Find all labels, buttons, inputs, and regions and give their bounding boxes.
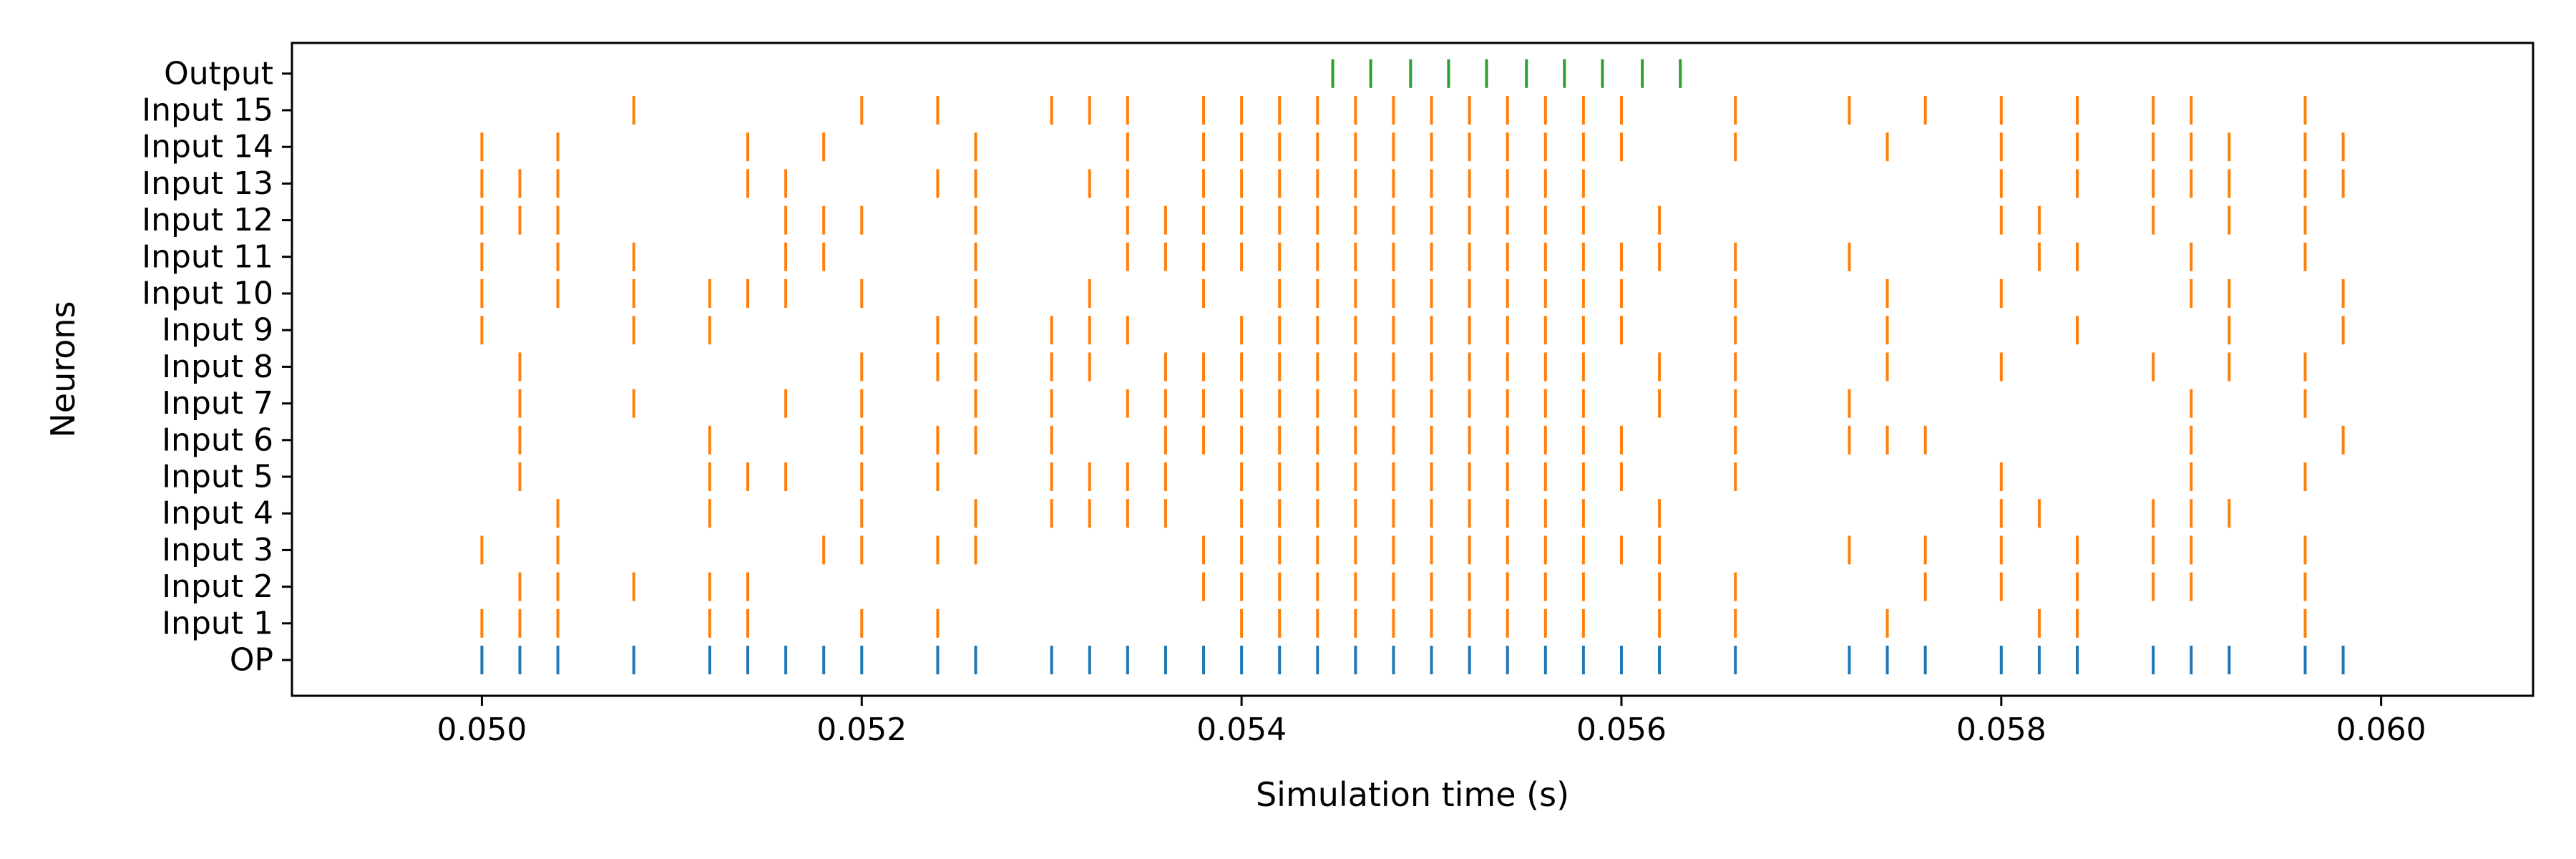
y-tick-label-input-6: Input 6: [162, 422, 273, 458]
y-tick-label-input-8: Input 8: [162, 349, 273, 385]
spike-row-input-3: [480, 535, 2307, 565]
spike-row-op: [480, 646, 2345, 674]
spike-row-input-5: [518, 462, 2307, 491]
x-tick-label-1: 0.052: [816, 712, 907, 748]
y-tick-label-input-13: Input 13: [142, 165, 273, 202]
spike-row-input-10: [480, 279, 2345, 308]
spike-row-input-13: [480, 169, 2345, 198]
x-tick-label-3: 0.056: [1576, 712, 1667, 748]
y-tick-label-input-3: Input 3: [162, 532, 273, 568]
spike-row-input-8: [518, 352, 2307, 382]
y-tick-label-output: Output: [164, 55, 273, 92]
y-tick-label-input-5: Input 5: [162, 459, 273, 495]
y-tick-label-input-15: Input 15: [142, 92, 273, 129]
y-tick-label-input-10: Input 10: [142, 276, 273, 312]
plot-frame: [291, 42, 2534, 697]
x-tick-labels: 0.050 0.052 0.054 0.056 0.058 0.060: [436, 712, 2426, 748]
x-tick-marks: [480, 696, 2383, 706]
spike-row-output: [1331, 59, 1682, 88]
spike-row-input-6: [518, 425, 2345, 455]
y-axis-label: Neurons: [44, 301, 82, 437]
spike-row-input-11: [480, 242, 2307, 271]
y-tick-label-input-11: Input 11: [142, 238, 273, 275]
x-axis-label: Simulation time (s): [1256, 775, 1569, 814]
y-tick-label-input-9: Input 9: [162, 312, 273, 349]
spike-row-input-2: [518, 572, 2307, 601]
spike-row-input-7: [518, 389, 2307, 418]
x-tick-label-0: 0.050: [436, 712, 527, 748]
x-tick-label-2: 0.054: [1196, 712, 1287, 748]
spike-row-input-14: [480, 132, 2345, 162]
spike-row-input-9: [480, 316, 2345, 345]
x-tick-label-4: 0.058: [1956, 712, 2046, 748]
y-tick-label-input-12: Input 12: [142, 202, 273, 238]
y-tick-label-input-14: Input 14: [142, 129, 273, 165]
spike-row-input-4: [556, 499, 2231, 528]
spike-marks: [480, 59, 2345, 674]
spike-row-input-15: [632, 96, 2307, 125]
y-tick-label-input-4: Input 4: [162, 495, 273, 532]
y-tick-marks: [282, 72, 292, 661]
spike-row-input-1: [480, 608, 2307, 638]
y-tick-label-input-1: Input 1: [162, 605, 273, 641]
y-tick-label-input-7: Input 7: [162, 385, 273, 422]
x-tick-label-5: 0.060: [2336, 712, 2426, 748]
y-tick-label-input-2: Input 2: [162, 568, 273, 605]
spike-row-input-12: [480, 205, 2307, 235]
y-tick-label-op: OP: [230, 642, 273, 679]
